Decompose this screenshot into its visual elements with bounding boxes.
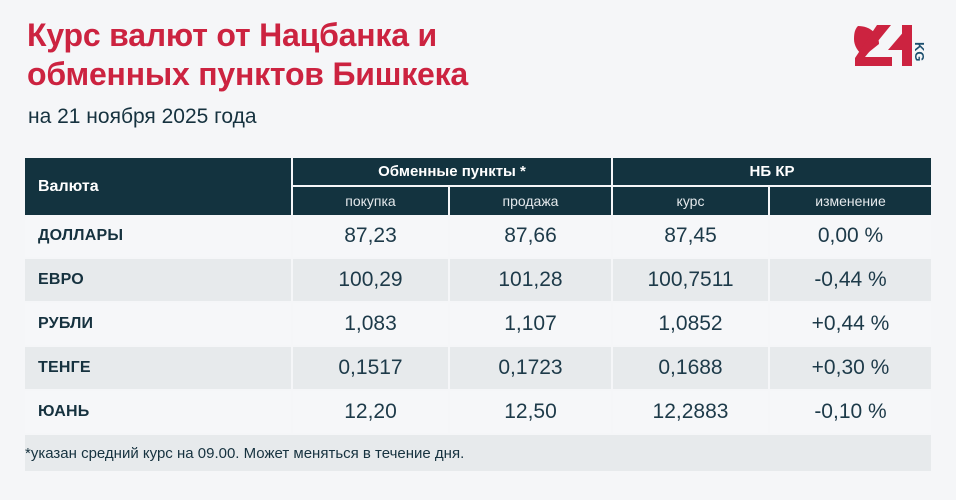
- cell-rate: 87,45: [613, 215, 770, 259]
- table-row: ЕВРО 100,29 101,28 100,7511 -0,44 %: [25, 259, 932, 303]
- column-header-change: изменение: [770, 187, 932, 215]
- svg-text:KG: KG: [912, 42, 927, 62]
- cell-rate: 0,1688: [613, 347, 770, 391]
- table-row: РУБЛИ 1,083 1,107 1,0852 +0,44 %: [25, 303, 932, 347]
- table-body: ДОЛЛАРЫ 87,23 87,66 87,45 0,00 % ЕВРО 10…: [25, 215, 932, 435]
- column-header-currency: Валюта: [25, 158, 293, 215]
- table-header-row-subcolumns: покупка продажа курс изменение: [25, 187, 932, 215]
- cell-change: +0,44 %: [770, 303, 932, 347]
- logo-mark-24: [854, 25, 912, 66]
- table-row: ТЕНГЕ 0,1517 0,1723 0,1688 +0,30 %: [25, 347, 932, 391]
- cell-sell: 12,50: [450, 391, 613, 435]
- currency-rates-table: Валюта Обменные пункты * НБ КР покупка п…: [25, 158, 932, 471]
- column-header-rate: курс: [613, 187, 770, 215]
- cell-buy: 12,20: [293, 391, 450, 435]
- table-footer: *указан средний курс на 09.00. Может мен…: [25, 435, 932, 471]
- cell-buy: 100,29: [293, 259, 450, 303]
- table-row: ЮАНЬ 12,20 12,50 12,2883 -0,10 %: [25, 391, 932, 435]
- cell-change: 0,00 %: [770, 215, 932, 259]
- page-subtitle: на 21 ноября 2025 года: [28, 105, 257, 128]
- cell-currency: ЕВРО: [25, 259, 293, 303]
- logo-suffix-kg: KG: [912, 42, 927, 62]
- cell-sell: 87,66: [450, 215, 613, 259]
- cell-currency: ТЕНГЕ: [25, 347, 293, 391]
- cell-rate: 100,7511: [613, 259, 770, 303]
- cell-change: +0,30 %: [770, 347, 932, 391]
- column-header-sell: продажа: [450, 187, 613, 215]
- page-header: Курс валют от Нацбанка и обменных пункто…: [0, 0, 956, 150]
- footnote-text: *указан средний курс на 09.00. Может мен…: [25, 435, 932, 471]
- cell-sell: 1,107: [450, 303, 613, 347]
- 24kg-logo[interactable]: KG: [850, 18, 934, 72]
- cell-currency: ДОЛЛАРЫ: [25, 215, 293, 259]
- cell-sell: 101,28: [450, 259, 613, 303]
- column-group-national-bank: НБ КР: [613, 158, 932, 187]
- table-row: ДОЛЛАРЫ 87,23 87,66 87,45 0,00 %: [25, 215, 932, 259]
- cell-currency: ЮАНЬ: [25, 391, 293, 435]
- table-header-row-groups: Валюта Обменные пункты * НБ КР: [25, 158, 932, 215]
- cell-rate: 1,0852: [613, 303, 770, 347]
- cell-rate: 12,2883: [613, 391, 770, 435]
- cell-buy: 1,083: [293, 303, 450, 347]
- cell-buy: 87,23: [293, 215, 450, 259]
- column-group-exchange-offices: Обменные пункты *: [293, 158, 613, 187]
- cell-change: -0,10 %: [770, 391, 932, 435]
- table-header: Валюта Обменные пункты * НБ КР покупка п…: [25, 158, 932, 215]
- cell-sell: 0,1723: [450, 347, 613, 391]
- cell-buy: 0,1517: [293, 347, 450, 391]
- page-title: Курс валют от Нацбанка и обменных пункто…: [27, 17, 469, 92]
- column-header-buy: покупка: [293, 187, 450, 215]
- cell-change: -0,44 %: [770, 259, 932, 303]
- footnote-row: *указан средний курс на 09.00. Может мен…: [25, 435, 932, 471]
- cell-currency: РУБЛИ: [25, 303, 293, 347]
